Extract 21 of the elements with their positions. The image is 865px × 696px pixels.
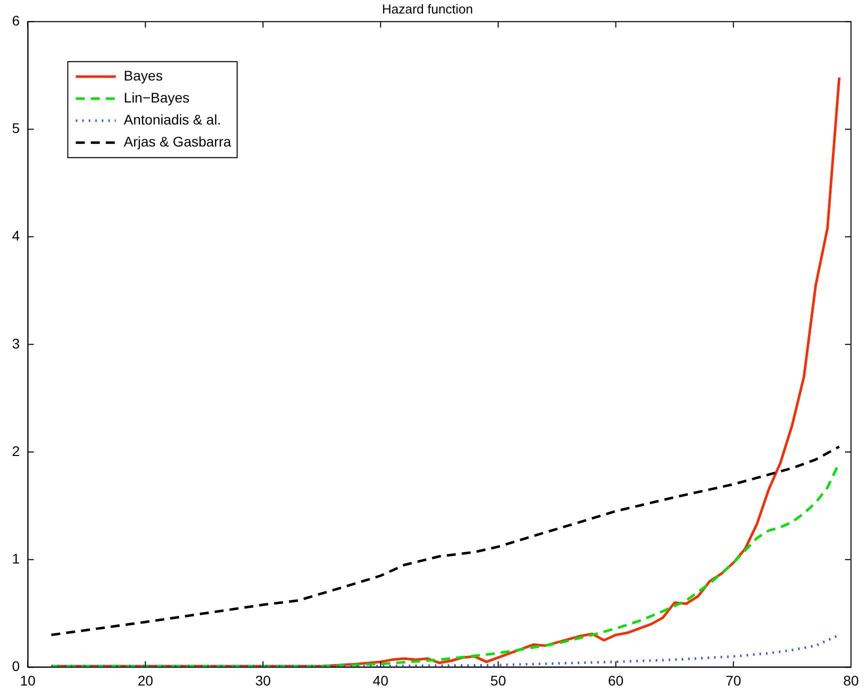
chart-title: Hazard function bbox=[382, 1, 474, 16]
x-tick-label: 70 bbox=[726, 672, 742, 688]
legend-label: Antoniadis & al. bbox=[124, 111, 222, 128]
y-tick-label: 2 bbox=[12, 442, 20, 459]
y-tick-label: 0 bbox=[12, 658, 20, 674]
y-tick-label: 4 bbox=[12, 228, 20, 244]
x-tick-label: 10 bbox=[20, 672, 36, 688]
legend-label: Bayes bbox=[124, 67, 163, 84]
y-tick-label: 6 bbox=[12, 12, 20, 28]
y-tick-label: 5 bbox=[12, 120, 20, 136]
x-tick-label: 80 bbox=[843, 672, 859, 688]
legend-label: Arjas & Gasbarra bbox=[124, 133, 232, 150]
y-tick-label: 1 bbox=[12, 550, 20, 566]
x-tick-label: 20 bbox=[138, 672, 154, 688]
x-tick-label: 40 bbox=[372, 672, 389, 688]
y-tick-label: 3 bbox=[12, 335, 20, 352]
x-tick-label: 50 bbox=[490, 672, 506, 688]
line-series bbox=[50, 445, 840, 636]
x-tick-label: 60 bbox=[608, 672, 624, 688]
legend-label: Lin−Bayes bbox=[124, 89, 190, 106]
x-tick-label: 30 bbox=[255, 672, 271, 688]
